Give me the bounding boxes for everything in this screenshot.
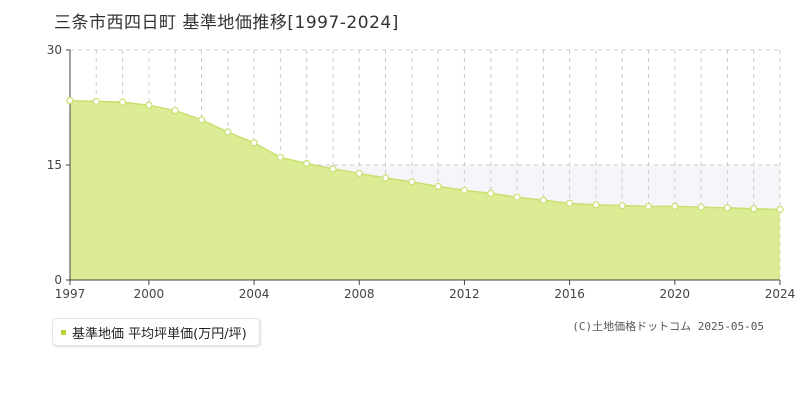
- y-tick-label: 15: [47, 158, 62, 172]
- data-point: [145, 101, 153, 109]
- data-point: [671, 202, 679, 210]
- data-point: [776, 205, 784, 214]
- x-tick-label: 2000: [134, 287, 165, 301]
- data-point: [118, 98, 127, 106]
- data-point: [697, 203, 705, 211]
- chart-markers: [66, 96, 784, 214]
- data-point: [618, 202, 626, 210]
- legend-label: 基準地価 平均坪単価(万円/坪): [72, 326, 247, 342]
- data-point: [92, 97, 100, 105]
- data-point: [408, 178, 416, 186]
- chart-area: [69, 99, 781, 280]
- chart-tick-labels: 0 15 30 1997 2000 2004 2008 2012 2016 2020 2024: [47, 43, 796, 301]
- chart-axes: [66, 49, 781, 285]
- data-point: [750, 205, 758, 213]
- data-point: [276, 153, 284, 161]
- x-tick-label: 2012: [449, 287, 480, 301]
- data-point: [513, 193, 521, 201]
- legend: 基準地価 平均坪単価(万円/坪): [52, 318, 260, 346]
- x-tick-label: 2024: [765, 287, 796, 301]
- x-tick-label: 2008: [344, 287, 375, 301]
- series-line: [69, 99, 781, 211]
- data-point: [303, 159, 311, 168]
- y-tick-label: 30: [47, 43, 62, 57]
- data-point: [434, 182, 442, 191]
- x-tick-label: 1997: [55, 287, 86, 301]
- data-point: [487, 189, 495, 197]
- data-point: [460, 186, 469, 194]
- data-point: [644, 202, 653, 210]
- data-point: [355, 169, 363, 178]
- x-tick-label: 2016: [554, 287, 585, 301]
- data-point: [250, 139, 258, 147]
- series-area: [70, 100, 780, 280]
- data-point: [224, 128, 232, 136]
- copyright-text: (C)土地価格ドットコム 2025-05-05: [572, 320, 764, 333]
- x-tick-label: 2020: [660, 287, 691, 301]
- data-point: [171, 106, 179, 115]
- data-point: [566, 199, 574, 207]
- data-point: [381, 174, 390, 182]
- data-point: [197, 116, 206, 124]
- legend-marker-icon: [61, 329, 66, 335]
- data-point: [539, 196, 547, 204]
- y-tick-label: 0: [54, 273, 62, 287]
- data-point: [66, 96, 74, 105]
- data-point: [592, 201, 600, 209]
- chart-title: 三条市西四日町 基準地価推移[1997-2024]: [54, 13, 399, 33]
- x-tick-label: 2004: [239, 287, 270, 301]
- data-point: [329, 165, 337, 173]
- data-point: [723, 204, 732, 212]
